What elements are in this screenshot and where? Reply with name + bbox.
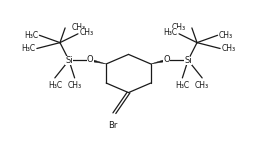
Text: CH₃: CH₃ xyxy=(219,31,233,40)
Text: CH₃: CH₃ xyxy=(195,81,209,90)
Text: H₃C: H₃C xyxy=(48,81,62,90)
Text: H₃C: H₃C xyxy=(175,81,189,90)
Text: Si: Si xyxy=(184,56,192,65)
Text: CH₃: CH₃ xyxy=(79,27,93,37)
Polygon shape xyxy=(151,59,168,64)
Text: H₃C: H₃C xyxy=(21,44,35,53)
Text: CH₃: CH₃ xyxy=(171,23,186,32)
Text: H₃C: H₃C xyxy=(164,27,178,37)
Text: O: O xyxy=(163,55,170,64)
Text: CH₃: CH₃ xyxy=(222,44,236,53)
Text: H₃C: H₃C xyxy=(24,31,38,40)
Text: Br: Br xyxy=(108,121,118,130)
Polygon shape xyxy=(89,59,106,64)
Text: O: O xyxy=(87,55,94,64)
Text: CH₃: CH₃ xyxy=(71,23,86,32)
Text: Si: Si xyxy=(65,56,73,65)
Text: CH₃: CH₃ xyxy=(68,81,82,90)
